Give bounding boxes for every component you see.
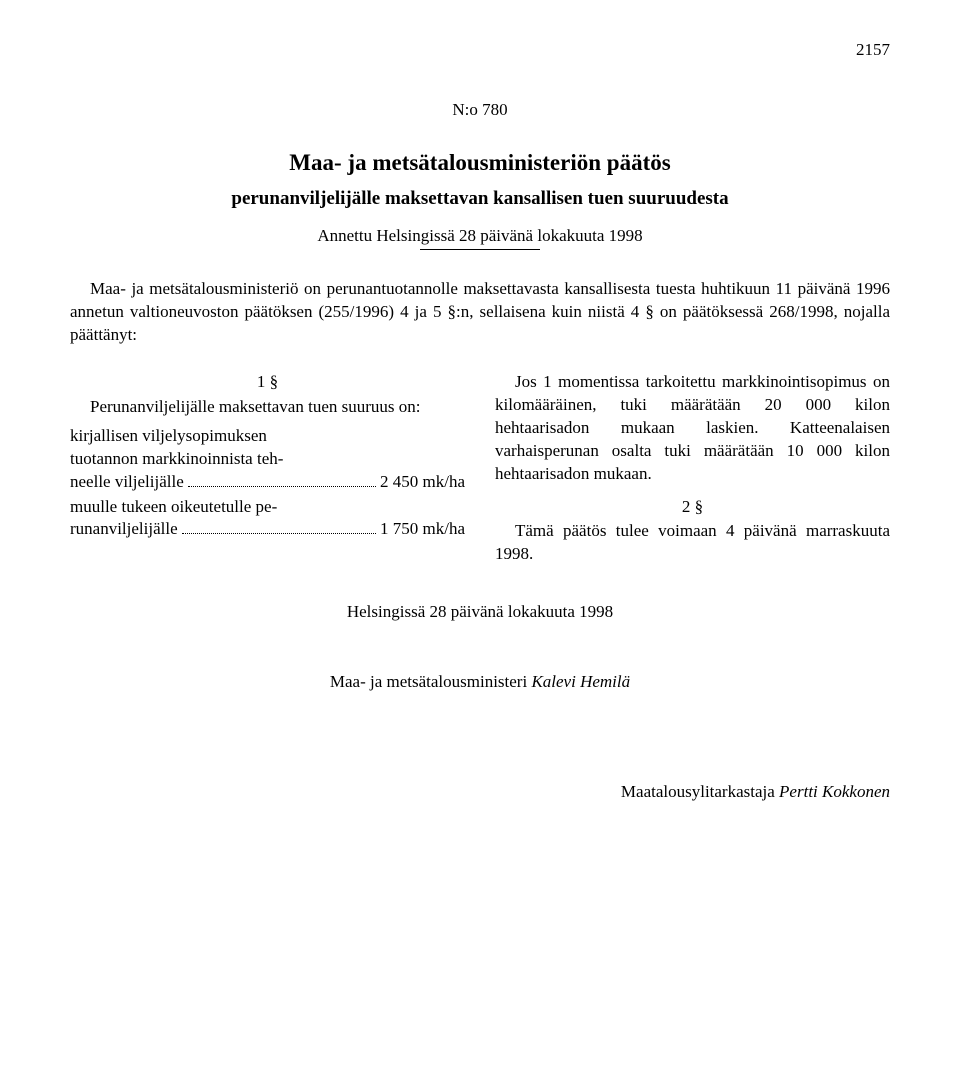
section-1-number: 1 § [70, 371, 465, 394]
date-divider [420, 249, 540, 250]
inspector-title: Maatalousylitarkastaja [621, 782, 779, 801]
document-title: Maa- ja metsätalousministeriön päätös [70, 150, 890, 176]
document-subtitle: perunanviljelijälle maksettavan kansalli… [70, 188, 890, 210]
rate-1-value: 2 450 mk/ha [380, 471, 465, 494]
inspector-name: Pertti Kokkonen [779, 782, 890, 801]
minister-line: Maa- ja metsätalousministeri Kalevi Hemi… [70, 672, 890, 692]
rate-2-value: 1 750 mk/ha [380, 518, 465, 541]
minister-name: Kalevi Hemilä [531, 672, 630, 691]
rate-2-label-line2: runanviljelijälle [70, 518, 178, 541]
rate-1-label-line3: neelle viljelijälle [70, 471, 184, 494]
leader-dots [188, 486, 376, 487]
right-col-paragraph-1: Jos 1 momentissa tarkoitettu markkinoint… [495, 371, 890, 486]
document-number: N:o 780 [70, 100, 890, 120]
rate-2-label-line1: muulle tukeen oikeutetulle pe- [70, 496, 465, 519]
section-2-text: Tämä päätös tulee voimaan 4 päivänä marr… [495, 520, 890, 566]
rate-item-2: muulle tukeen oikeutetulle pe- runanvilj… [70, 496, 465, 542]
left-column: 1 § Perunanviljelijälle maksettavan tuen… [70, 371, 465, 573]
rate-1-label-line2: tuotannon markkinoinnista teh- [70, 448, 465, 471]
section-2-number: 2 § [495, 496, 890, 519]
section-1-intro: Perunanviljelijälle maksettavan tuen suu… [70, 396, 465, 419]
minister-title: Maa- ja metsätalousministeri [330, 672, 532, 691]
issued-date: Annettu Helsingissä 28 päivänä lokakuuta… [70, 226, 890, 246]
inspector-line: Maatalousylitarkastaja Pertti Kokkonen [70, 782, 890, 802]
page-number: 2157 [70, 40, 890, 60]
rate-1-label-line1: kirjallisen viljelysopimuksen [70, 425, 465, 448]
closing-date: Helsingissä 28 päivänä lokakuuta 1998 [70, 602, 890, 622]
rate-item-1: kirjallisen viljelysopimuksen tuotannon … [70, 425, 465, 494]
leader-dots [182, 533, 376, 534]
right-column: Jos 1 momentissa tarkoitettu markkinoint… [495, 371, 890, 573]
preamble-text: Maa- ja metsätalousministeriö on perunan… [70, 278, 890, 347]
two-column-body: 1 § Perunanviljelijälle maksettavan tuen… [70, 371, 890, 573]
